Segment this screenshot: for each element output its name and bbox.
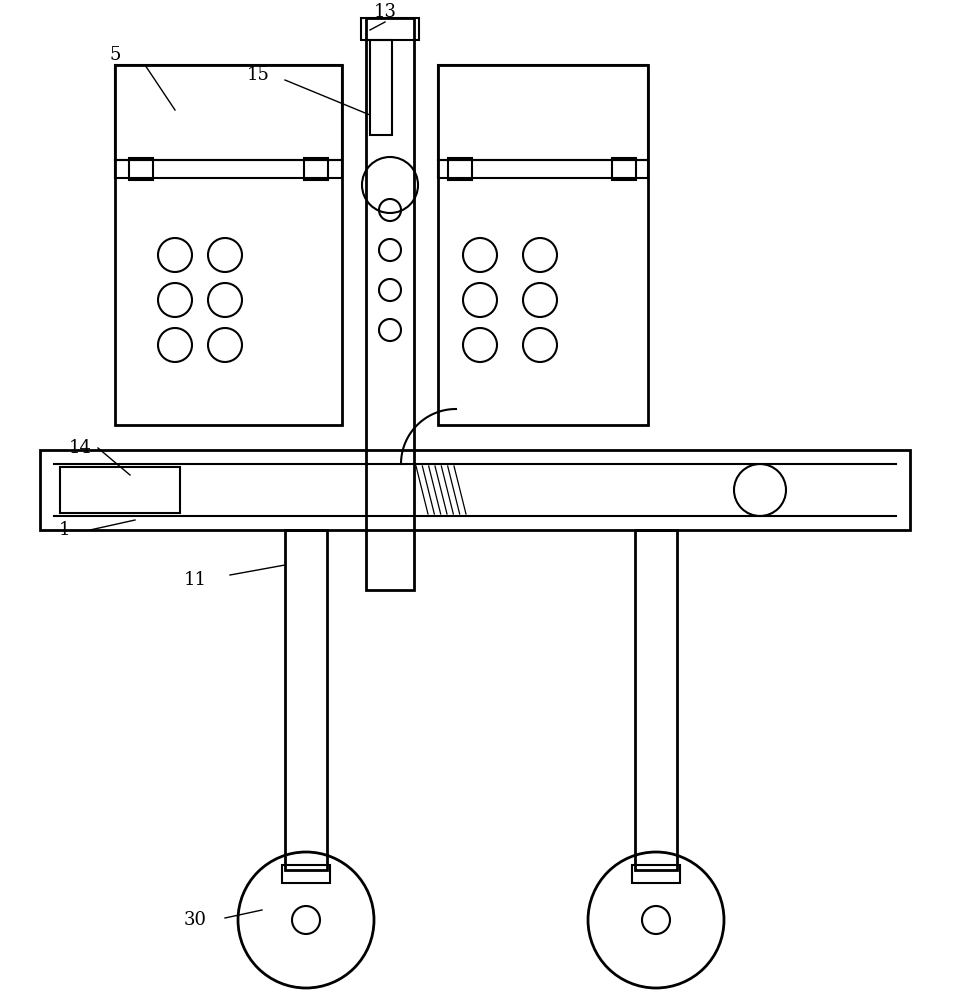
Bar (115, 65, 342, 160)
Bar (635, 530, 677, 870)
Bar (438, 160, 648, 178)
Bar (366, 18, 414, 590)
Bar (40, 450, 910, 530)
Bar (115, 160, 342, 178)
Bar (115, 65, 342, 425)
Bar (60, 467, 180, 513)
Bar (438, 65, 648, 160)
Bar (285, 530, 327, 870)
Bar (282, 865, 330, 883)
Bar (632, 865, 680, 883)
Bar (361, 18, 419, 40)
Text: 30: 30 (184, 911, 207, 929)
Text: 1: 1 (59, 521, 71, 539)
Bar (370, 40, 392, 135)
Bar (612, 158, 636, 180)
Bar (129, 158, 153, 180)
Bar (304, 158, 328, 180)
Text: 14: 14 (69, 439, 91, 457)
Text: 15: 15 (246, 66, 269, 84)
Text: 11: 11 (184, 571, 207, 589)
Text: 5: 5 (109, 46, 121, 64)
Bar (438, 65, 648, 425)
Text: 13: 13 (374, 3, 397, 21)
Bar (448, 158, 472, 180)
